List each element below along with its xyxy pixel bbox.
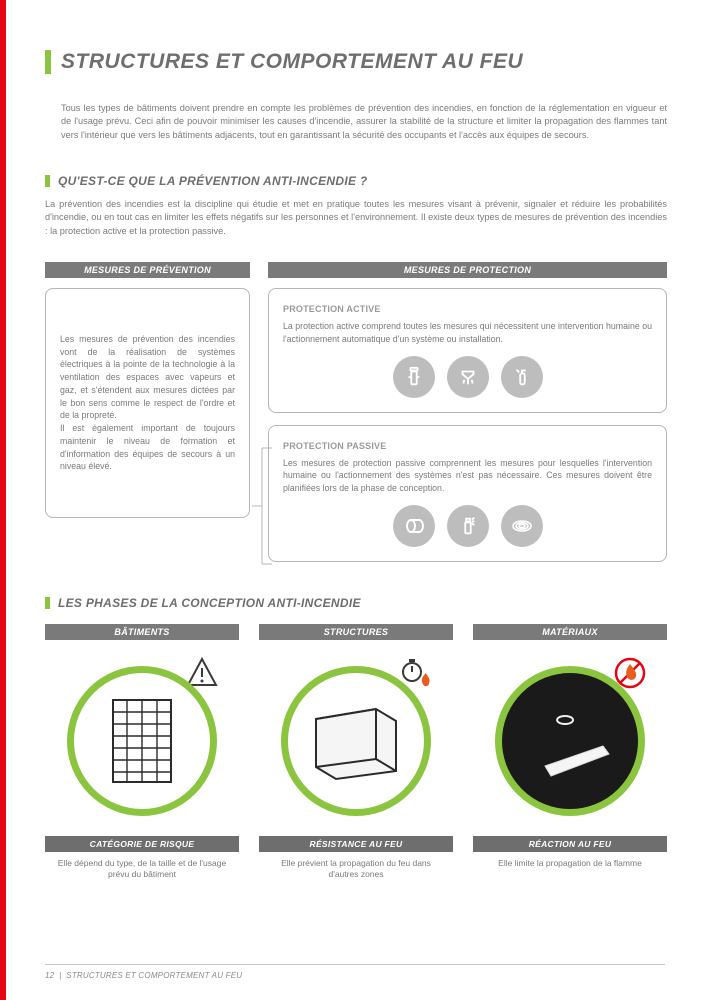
phase-materials-caption: RÉACTION AU FEU [473,836,667,852]
section2-heading: LES PHASES DE LA CONCEPTION ANTI-INCENDI… [58,596,361,610]
section1-heading-row: QU'EST-CE QUE LA PRÉVENTION ANTI-INCENDI… [45,174,667,188]
page-title: STRUCTURES ET COMPORTEMENT AU FEU [61,50,523,74]
phase-structures-ring [271,656,441,826]
phase-structures-caption: RÉSISTANCE AU FEU [259,836,453,852]
footer-text: STRUCTURES ET COMPORTEMENT AU FEU [66,971,242,980]
protection-active-title: PROTECTION ACTIVE [283,303,652,316]
phase-structures: STRUCTURES [259,624,453,881]
hydrant-icon [393,356,435,398]
passive-icon-row [283,505,652,547]
spray-can-icon [447,505,489,547]
protection-label: MESURES DE PROTECTION [268,262,667,278]
section2-green-mark [45,597,50,609]
protection-passive-box: PROTECTION PASSIVE Les mesures de protec… [268,425,667,562]
prevention-label: MESURES DE PRÉVENTION [45,262,250,278]
intro-paragraph: Tous les types de bâtiments doivent pren… [61,102,667,142]
insulation-roll-icon [393,505,435,547]
phase-buildings-caption: CATÉGORIE DE RISQUE [45,836,239,852]
phase-buildings-text: Elle dépend du type, de la taille et de … [45,858,239,881]
prevention-protection-columns: MESURES DE PRÉVENTION Les mesures de pré… [45,262,667,562]
sprinkler-icon [447,356,489,398]
phase-structures-text: Elle prévient la propagation du feu dans… [259,858,453,881]
phase-materials-label: MATÉRIAUX [473,624,667,640]
prevention-box-text: Les mesures de prévention des incendies … [60,333,235,473]
section2-heading-row: LES PHASES DE LA CONCEPTION ANTI-INCENDI… [45,596,667,610]
page-content: STRUCTURES ET COMPORTEMENT AU FEU Tous l… [0,0,707,911]
footer-page-number: 12 [45,971,54,980]
phase-structures-label: STRUCTURES [259,624,453,640]
coil-icon [501,505,543,547]
red-side-bar [0,0,6,1000]
title-green-mark [45,50,51,74]
phase-materials-text: Elle limite la propagation de la flamme [492,858,648,869]
section1-heading: QU'EST-CE QUE LA PRÉVENTION ANTI-INCENDI… [58,174,368,188]
section1-green-mark [45,175,50,187]
protection-active-box: PROTECTION ACTIVE La protection active c… [268,288,667,413]
protection-passive-text: Les mesures de protection passive compre… [283,457,652,495]
prevention-column: MESURES DE PRÉVENTION Les mesures de pré… [45,262,250,562]
phase-materials: MATÉRIAUX RÉACTION AU FEU Ell [473,624,667,881]
title-row: STRUCTURES ET COMPORTEMENT AU FEU [45,50,667,74]
material-roll-icon [515,686,625,796]
building-icon [107,696,177,786]
section1-text: La prévention des incendies est la disci… [45,198,667,238]
phase-materials-ring [485,656,655,826]
phase-buildings: BÂTIMENTS CA [45,624,239,881]
extinguisher-icon [501,356,543,398]
protection-column: MESURES DE PROTECTION PROTECTION ACTIVE … [268,262,667,562]
prevention-box: Les mesures de prévention des incendies … [45,288,250,518]
phase-buildings-label: BÂTIMENTS [45,624,239,640]
protection-active-text: La protection active comprend toutes les… [283,320,652,346]
protection-passive-title: PROTECTION PASSIVE [283,440,652,453]
wall-panel-icon [306,701,406,781]
phases-row: BÂTIMENTS CA [45,624,667,881]
page-footer: 12 | STRUCTURES ET COMPORTEMENT AU FEU [45,964,665,980]
phase-buildings-ring [57,656,227,826]
active-icon-row [283,356,652,398]
